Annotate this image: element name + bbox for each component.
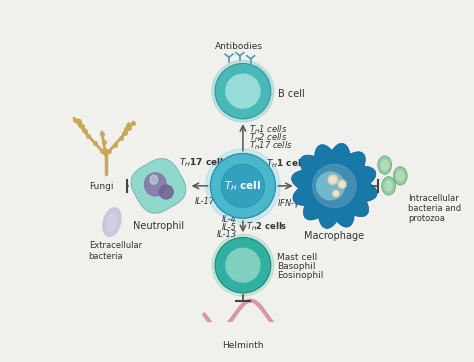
Ellipse shape xyxy=(385,181,392,191)
Text: Helminth: Helminth xyxy=(222,341,264,350)
Text: B cell: B cell xyxy=(278,89,305,99)
Circle shape xyxy=(215,237,271,293)
Text: $T_H$17 cells: $T_H$17 cells xyxy=(179,156,230,169)
Ellipse shape xyxy=(103,208,121,236)
Ellipse shape xyxy=(381,160,388,170)
Ellipse shape xyxy=(145,173,166,196)
Circle shape xyxy=(332,190,340,197)
Text: IFN-$\gamma$: IFN-$\gamma$ xyxy=(277,197,301,210)
Circle shape xyxy=(212,235,274,296)
Circle shape xyxy=(221,164,264,207)
Circle shape xyxy=(313,164,356,207)
Text: Intracellular
bacteria and
protozoa: Intracellular bacteria and protozoa xyxy=(408,194,461,223)
Text: Basophil: Basophil xyxy=(277,262,316,271)
Text: Mast cell: Mast cell xyxy=(277,253,317,262)
Text: Fungi: Fungi xyxy=(89,182,113,191)
Circle shape xyxy=(340,182,345,187)
Text: Antibodies: Antibodies xyxy=(215,42,263,51)
Ellipse shape xyxy=(107,213,117,231)
Text: IL-5: IL-5 xyxy=(222,223,237,232)
Circle shape xyxy=(330,177,336,182)
Text: IL-17: IL-17 xyxy=(194,197,215,206)
Text: Eosinophil: Eosinophil xyxy=(277,272,323,281)
Circle shape xyxy=(328,174,338,185)
Ellipse shape xyxy=(150,175,158,184)
Polygon shape xyxy=(292,143,377,228)
Text: IL-4: IL-4 xyxy=(222,215,237,224)
Circle shape xyxy=(226,74,260,108)
Ellipse shape xyxy=(159,185,173,199)
Text: Macrophage: Macrophage xyxy=(304,231,365,241)
Text: $T_H$1 cells: $T_H$1 cells xyxy=(266,158,311,171)
Text: Extracellular
bacteria: Extracellular bacteria xyxy=(89,241,142,261)
Ellipse shape xyxy=(378,156,392,174)
Circle shape xyxy=(317,172,345,200)
Circle shape xyxy=(206,149,280,223)
Circle shape xyxy=(212,60,274,122)
Text: $T_H$1 cells: $T_H$1 cells xyxy=(249,123,288,135)
Ellipse shape xyxy=(397,171,404,181)
Text: Neutrophil: Neutrophil xyxy=(133,220,184,231)
Text: $T_H$17 cells: $T_H$17 cells xyxy=(249,140,293,152)
Text: IL-13: IL-13 xyxy=(217,230,237,239)
Text: $T_H$2 cells: $T_H$2 cells xyxy=(249,131,288,144)
Text: $T_H$2 cells: $T_H$2 cells xyxy=(246,221,287,233)
Circle shape xyxy=(215,63,271,119)
Circle shape xyxy=(210,153,275,218)
Polygon shape xyxy=(131,159,186,213)
Text: $T_H$ cell: $T_H$ cell xyxy=(224,179,262,193)
Circle shape xyxy=(226,248,260,282)
Ellipse shape xyxy=(382,177,396,195)
Circle shape xyxy=(334,191,338,195)
Circle shape xyxy=(337,180,347,189)
Ellipse shape xyxy=(393,167,407,185)
